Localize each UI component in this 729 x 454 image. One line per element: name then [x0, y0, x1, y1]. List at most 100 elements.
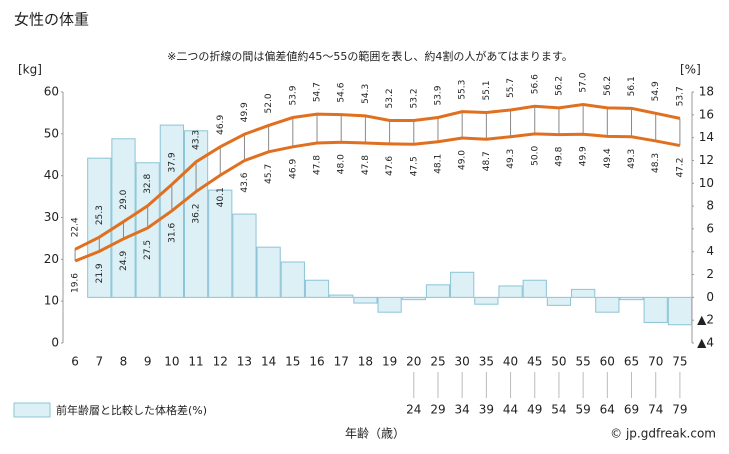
data-label: 56.1 — [627, 76, 637, 96]
data-label: 55.3 — [458, 80, 468, 100]
x-tick-label: 30 — [455, 355, 470, 369]
x-tick-label: 19 — [382, 355, 397, 369]
x-tick-label: 16 — [309, 355, 324, 369]
subtitle: ※二つの折線の間は偏差値約45～55の範囲を表し、約4割の人があてはまります。 — [167, 49, 573, 63]
x-axis-label: 年齢（歳） — [345, 426, 405, 441]
x-tick-label: 11 — [188, 355, 203, 369]
bar — [135, 162, 160, 298]
bar — [353, 296, 378, 304]
bar — [474, 296, 499, 305]
data-label: 47.5 — [409, 156, 419, 176]
bar — [571, 288, 596, 298]
data-label: 31.6 — [167, 223, 177, 243]
bar — [643, 296, 668, 323]
credit: © jp.gdfreak.com — [610, 427, 716, 441]
data-label: 21.9 — [95, 263, 105, 283]
x-tick-label-end: 29 — [430, 403, 445, 417]
bar — [425, 284, 451, 298]
data-label: 55.7 — [506, 78, 516, 98]
y2-tick-label: ▲4 — [697, 336, 714, 350]
y2-tick-label: 16 — [699, 107, 714, 121]
x-tick-label: 60 — [600, 355, 615, 369]
data-label: 55.1 — [482, 80, 492, 100]
data-label: 54.3 — [361, 84, 371, 104]
x-tick-label: 13 — [237, 355, 252, 369]
y-tick-label: 60 — [44, 85, 59, 99]
y2-axis-label: [%] — [680, 63, 701, 77]
data-label: 53.2 — [385, 88, 395, 108]
x-tick-label: 17 — [334, 355, 349, 369]
data-label: 50.0 — [530, 146, 540, 166]
data-label: 22.4 — [71, 217, 81, 237]
x-tick-label: 75 — [672, 355, 687, 369]
data-label: 54.6 — [337, 82, 347, 102]
data-label: 49.8 — [554, 146, 564, 166]
bar — [498, 285, 523, 298]
data-label: 48.1 — [433, 154, 443, 174]
data-label: 52.0 — [264, 93, 274, 113]
data-label: 49.3 — [627, 149, 637, 169]
y2-tick-label: 12 — [699, 153, 714, 167]
x-tick-label-end: 79 — [672, 403, 687, 417]
x-tick-label: 15 — [285, 355, 300, 369]
x-tick-label: 55 — [575, 355, 590, 369]
x-tick-label: 6 — [71, 355, 79, 369]
x-tick-label: 25 — [430, 355, 445, 369]
data-label: 27.5 — [143, 240, 153, 260]
data-label: 47.2 — [675, 158, 685, 178]
data-label: 53.7 — [675, 86, 685, 106]
data-label: 24.9 — [119, 251, 129, 271]
data-label: 47.6 — [385, 156, 395, 176]
y-tick-label: 50 — [44, 126, 59, 140]
data-label: 46.9 — [216, 115, 226, 135]
bar — [595, 296, 620, 313]
data-label: 43.6 — [240, 172, 250, 192]
data-label: 48.3 — [651, 153, 661, 173]
data-label: 29.0 — [119, 189, 129, 209]
data-label: 46.9 — [288, 159, 298, 179]
bar — [304, 279, 330, 298]
x-tick-label: 10 — [164, 355, 179, 369]
data-label: 40.1 — [216, 187, 226, 207]
data-label: 54.9 — [651, 81, 661, 101]
y2-tick-label: 2 — [706, 267, 714, 281]
bar — [208, 189, 233, 298]
bar — [377, 296, 402, 313]
data-label: 54.7 — [313, 82, 323, 102]
data-label: 49.9 — [240, 102, 250, 122]
data-label: 56.2 — [554, 76, 564, 96]
data-label: 49.3 — [506, 149, 516, 169]
data-label: 53.9 — [433, 85, 443, 105]
x-tick-label: 14 — [261, 355, 276, 369]
bar — [401, 296, 426, 301]
y2-tick-label: 18 — [699, 85, 714, 99]
bar — [546, 296, 572, 306]
x-tick-label-end: 34 — [455, 403, 470, 417]
x-tick-label: 50 — [551, 355, 566, 369]
data-label: 48.7 — [482, 151, 492, 171]
data-label: 49.0 — [458, 150, 468, 170]
bar — [256, 246, 281, 298]
y2-tick-label: 6 — [706, 221, 714, 235]
x-tick-label: 35 — [479, 355, 494, 369]
y2-tick-label: ▲2 — [697, 313, 714, 327]
y2-tick-label: 14 — [699, 130, 714, 144]
legend-label: 前年齢層と比較した体格差(%) — [56, 403, 207, 417]
chart-title: 女性の体重 — [14, 11, 89, 29]
data-label: 25.3 — [95, 205, 105, 225]
data-label: 48.0 — [337, 154, 347, 174]
line — [74, 103, 681, 251]
x-tick-label: 7 — [95, 355, 103, 369]
bar — [667, 296, 693, 326]
data-label: 53.9 — [288, 85, 298, 105]
data-label: 37.9 — [167, 152, 177, 172]
x-tick-label: 9 — [144, 355, 152, 369]
bar — [280, 261, 305, 298]
x-tick-label: 40 — [503, 355, 518, 369]
x-tick-label: 12 — [213, 355, 228, 369]
data-label: 53.2 — [409, 88, 419, 108]
x-tick-label: 8 — [120, 355, 128, 369]
x-tick-label-end: 74 — [648, 403, 663, 417]
x-tick-label-end: 54 — [551, 403, 566, 417]
